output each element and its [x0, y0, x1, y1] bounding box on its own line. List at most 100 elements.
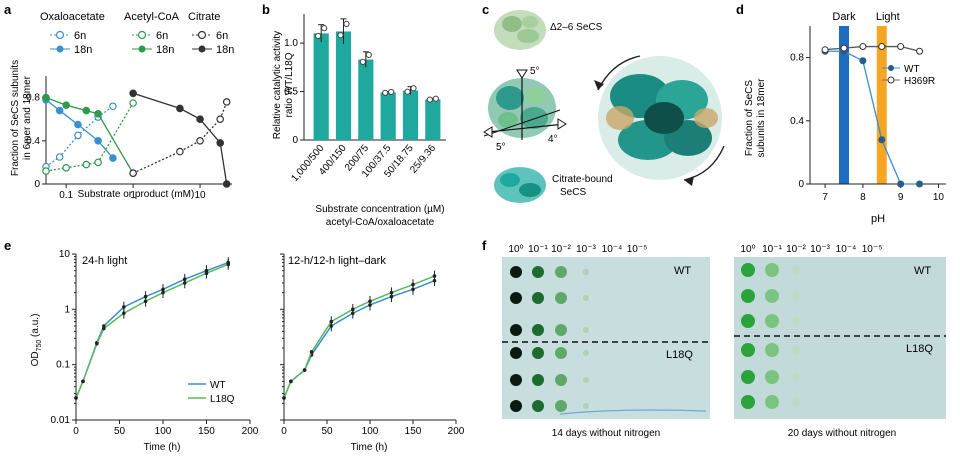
legend-row-6n: 6n 6n 6n [50, 30, 228, 42]
colony-spot [741, 289, 755, 303]
panel-e-xtick-label: 100 [362, 426, 379, 437]
series-point [897, 43, 905, 51]
colony-spot [555, 292, 567, 304]
series-point [821, 46, 829, 54]
legend-row-18n: 18n 18n 18n [50, 44, 234, 56]
panel-e-ylabel: OD750 (a.u.) [30, 314, 43, 367]
panel-d-xtick-label: 7 [822, 192, 828, 203]
series-point [62, 101, 70, 109]
dilution-label: 10⁰ [508, 244, 523, 255]
legend-oxaloacetate: Oxaloacetate [40, 11, 105, 23]
plate-right-l18q: L18Q [906, 343, 933, 355]
series-point [129, 169, 137, 178]
panel-e-ytick-label: 0.1 [56, 360, 70, 371]
series-point [196, 115, 204, 124]
dilution-label: 10⁻² [551, 244, 571, 255]
angle-left: 5° [496, 142, 506, 153]
growth-point [302, 368, 307, 372]
legend-marker-oxa-6n [55, 30, 65, 40]
panel-e-series [74, 257, 437, 400]
legend-acoa-6n: 6n [156, 30, 168, 42]
colony-spot [510, 266, 522, 278]
legend-marker-oxa-18n [56, 45, 64, 53]
colony-spot [532, 324, 544, 336]
panel-d-ytick-label: 0 [798, 179, 804, 190]
label-citrate-bound-2: SeCS [560, 187, 586, 198]
panel-e-ytick-label: 0.01 [51, 415, 71, 426]
colony-spot [583, 350, 589, 356]
colony-spot [583, 327, 589, 333]
colony-spot [532, 374, 544, 386]
colony-spot [555, 347, 567, 359]
colony-spot [765, 263, 779, 277]
legend-marker-wt-d [888, 65, 894, 71]
growth-point [102, 326, 106, 331]
panel-a: a Oxaloacetate Acetyl-CoA Citrate 6n 6n … [4, 2, 234, 201]
dilution-labels-right: 10⁰ 10⁻¹ 10⁻² 10⁻³ 10⁻⁴ 10⁻⁵ [740, 244, 882, 255]
replicate-point [410, 85, 417, 92]
replicate-point [432, 95, 439, 102]
panel-e-ytick-label: 1 [64, 304, 70, 315]
series-point [176, 147, 184, 156]
panel-b-ytick-label: 1.0 [284, 38, 298, 49]
series-point [55, 153, 64, 161]
panel-b-ylabel-2: ratio WT/L18Q [284, 52, 295, 117]
structure-citrate-image [494, 167, 546, 203]
colony-spot [583, 295, 589, 301]
colony-spot [583, 377, 589, 383]
panel-a-ytick-label: 0.8 [26, 93, 40, 104]
legend-acoa-18n: 18n [156, 44, 174, 56]
colony-spot [532, 400, 544, 412]
legend-marker-h369r [887, 76, 895, 84]
series-point [878, 136, 886, 144]
growth-point [102, 324, 106, 328]
panel-e-left-xlabel: Time (h) [144, 442, 181, 453]
series-point [82, 160, 91, 169]
colony-spot [792, 317, 800, 325]
panel-d-xlabel: pH [871, 213, 885, 225]
bar [313, 33, 329, 141]
panel-d-axes: 0 0.4 0.8 7 8 9 10 [790, 26, 946, 203]
panel-e-xtick-label: 50 [114, 426, 126, 437]
dilution-label: 10⁰ [740, 244, 755, 255]
panel-e-xtick-label: 0 [281, 426, 287, 437]
colony-spot [583, 403, 589, 409]
series-point [129, 89, 137, 98]
panel-d-ylabel-1: Fraction of SeCS [744, 80, 755, 156]
panel-b-ytick-label: 0.5 [284, 87, 298, 98]
replicate-point [315, 32, 322, 40]
colony-spot [741, 343, 755, 357]
panel-b-xlabel-1: Substrate concentration (µM) [315, 204, 444, 215]
panel-b-label: b [262, 2, 270, 17]
colony-spot [532, 347, 544, 359]
legend-l18q-e: L18Q [210, 394, 235, 405]
panel-b-ytick-label: 0 [292, 135, 298, 146]
colony-spot [765, 289, 779, 303]
panel-e-xtick-label: 50 [321, 426, 333, 437]
series-point [82, 106, 91, 115]
panel-e-ytick-label: 10 [59, 249, 71, 260]
panel-d-ytick-label: 0.4 [790, 116, 804, 127]
colony-spot [555, 266, 567, 278]
panel-a-xtick-label: 1 [130, 190, 136, 201]
series-point [840, 44, 848, 52]
plate-left [502, 257, 710, 419]
colony-spot [741, 314, 755, 328]
series-point [176, 104, 184, 113]
panel-a-xtick-label: 0.1 [59, 190, 73, 201]
series-point [74, 120, 82, 129]
panel-c-label: c [482, 2, 489, 17]
series-point [94, 137, 102, 145]
panel-e-legend: WT L18Q [188, 380, 235, 405]
structure-large-image [594, 55, 725, 186]
growth-line-left-1 [75, 263, 229, 399]
legend-oxa-18n: 18n [74, 44, 92, 56]
plate-spots [510, 263, 800, 412]
colony-spot [792, 398, 800, 406]
panel-a-label: a [4, 2, 12, 17]
series-point [216, 139, 225, 147]
growth-point [74, 396, 78, 400]
dilution-label: 10⁻⁴ [836, 244, 857, 255]
panel-e-xtick-label: 200 [448, 426, 465, 437]
colony-spot [510, 292, 522, 304]
